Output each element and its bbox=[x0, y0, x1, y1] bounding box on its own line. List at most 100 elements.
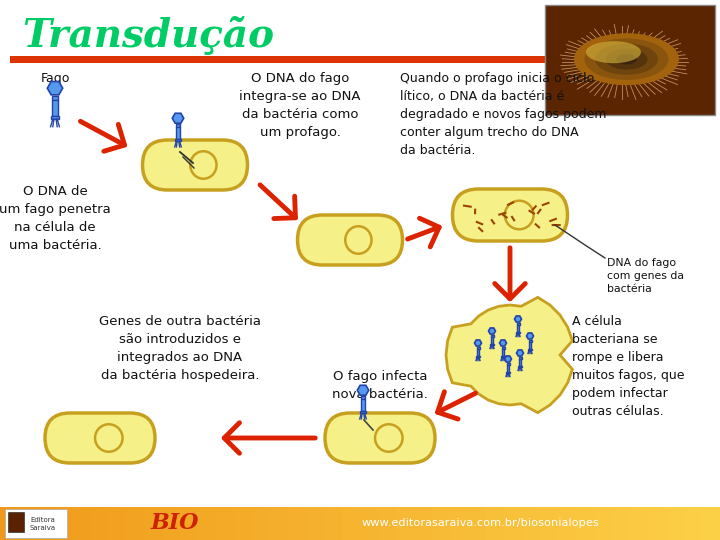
Bar bbox=[180, 507, 198, 540]
Bar bbox=[516, 332, 520, 333]
Bar bbox=[0, 507, 18, 540]
Bar bbox=[252, 507, 270, 540]
Bar bbox=[612, 507, 630, 540]
Text: Transdução: Transdução bbox=[22, 16, 274, 55]
Bar bbox=[528, 341, 531, 348]
Ellipse shape bbox=[585, 38, 668, 80]
Ellipse shape bbox=[616, 54, 637, 64]
Bar bbox=[490, 343, 494, 345]
Polygon shape bbox=[357, 385, 369, 395]
Bar bbox=[144, 507, 162, 540]
Text: Genes de outra bactéria
são introduzidos e
integrados ao DNA
da bactéria hospede: Genes de outra bactéria são introduzidos… bbox=[99, 315, 261, 382]
Bar bbox=[234, 507, 252, 540]
Bar bbox=[306, 507, 324, 540]
Polygon shape bbox=[500, 340, 506, 346]
Bar bbox=[648, 507, 666, 540]
Bar bbox=[10, 56, 545, 63]
FancyBboxPatch shape bbox=[325, 413, 435, 463]
FancyBboxPatch shape bbox=[297, 215, 402, 265]
Bar bbox=[630, 507, 648, 540]
Bar bbox=[477, 348, 480, 355]
Bar bbox=[666, 507, 684, 540]
Text: Editora
Saraiva: Editora Saraiva bbox=[30, 517, 56, 530]
Bar bbox=[432, 507, 450, 540]
Bar bbox=[490, 334, 493, 336]
FancyBboxPatch shape bbox=[45, 413, 155, 463]
Bar bbox=[270, 507, 288, 540]
Bar bbox=[528, 340, 531, 341]
Bar bbox=[545, 5, 715, 115]
Bar bbox=[72, 507, 90, 540]
Polygon shape bbox=[48, 82, 63, 95]
Ellipse shape bbox=[595, 44, 658, 75]
Bar bbox=[476, 355, 480, 357]
Polygon shape bbox=[505, 356, 511, 362]
Polygon shape bbox=[516, 350, 523, 356]
Bar bbox=[360, 507, 378, 540]
FancyBboxPatch shape bbox=[452, 189, 567, 241]
Bar bbox=[477, 347, 480, 348]
Bar bbox=[518, 356, 521, 359]
Bar bbox=[576, 507, 594, 540]
Bar bbox=[8, 512, 24, 532]
Polygon shape bbox=[488, 328, 495, 334]
Bar bbox=[528, 348, 532, 350]
Text: A célula
bacteriana se
rompe e libera
muitos fagos, que
podem infectar
outras cé: A célula bacteriana se rompe e libera mu… bbox=[572, 315, 685, 418]
Bar bbox=[5, 509, 67, 538]
Bar bbox=[506, 362, 510, 365]
FancyBboxPatch shape bbox=[143, 140, 248, 190]
Bar bbox=[18, 507, 36, 540]
Bar bbox=[53, 100, 58, 116]
Bar bbox=[90, 507, 108, 540]
Bar bbox=[468, 507, 486, 540]
Text: Quando o profago inicia o ciclo
lítico, o DNA da bactéria é
degradado e novos fa: Quando o profago inicia o ciclo lítico, … bbox=[400, 72, 606, 157]
Bar bbox=[507, 364, 509, 372]
Ellipse shape bbox=[574, 33, 679, 85]
Bar bbox=[360, 411, 366, 413]
Bar bbox=[502, 347, 505, 348]
Text: Fago: Fago bbox=[40, 72, 70, 85]
Bar bbox=[216, 507, 234, 540]
Bar bbox=[198, 507, 216, 540]
Bar bbox=[702, 507, 720, 540]
Bar bbox=[396, 507, 414, 540]
Bar bbox=[36, 507, 54, 540]
Bar bbox=[486, 507, 504, 540]
Text: O DNA de
um fago penetra
na célula de
uma bactéria.: O DNA de um fago penetra na célula de um… bbox=[0, 185, 111, 252]
Bar bbox=[50, 116, 60, 119]
Polygon shape bbox=[172, 113, 184, 123]
Bar bbox=[176, 124, 181, 127]
Bar bbox=[342, 507, 360, 540]
Bar bbox=[126, 507, 144, 540]
Bar bbox=[518, 359, 521, 366]
Bar bbox=[361, 396, 366, 399]
Bar bbox=[684, 507, 702, 540]
Polygon shape bbox=[474, 340, 482, 346]
Bar bbox=[594, 507, 612, 540]
Bar bbox=[558, 507, 576, 540]
Bar bbox=[491, 336, 493, 343]
Bar bbox=[176, 127, 180, 139]
Polygon shape bbox=[526, 333, 534, 339]
Bar bbox=[502, 348, 504, 355]
Bar bbox=[52, 96, 58, 100]
Bar bbox=[361, 399, 365, 411]
Bar bbox=[518, 366, 522, 367]
Bar bbox=[324, 507, 342, 540]
Ellipse shape bbox=[586, 41, 641, 63]
Polygon shape bbox=[446, 298, 572, 413]
Text: BIO: BIO bbox=[150, 512, 199, 534]
Bar bbox=[54, 507, 72, 540]
Text: DNA do fago
com genes da
bactéria: DNA do fago com genes da bactéria bbox=[607, 258, 684, 294]
Bar bbox=[288, 507, 306, 540]
Bar bbox=[506, 372, 510, 373]
Bar bbox=[414, 507, 432, 540]
Bar bbox=[162, 507, 180, 540]
Polygon shape bbox=[515, 316, 521, 322]
Bar bbox=[516, 322, 520, 325]
Bar bbox=[501, 355, 505, 357]
Bar bbox=[108, 507, 126, 540]
Ellipse shape bbox=[606, 49, 647, 70]
Bar bbox=[522, 507, 540, 540]
Bar bbox=[540, 507, 558, 540]
